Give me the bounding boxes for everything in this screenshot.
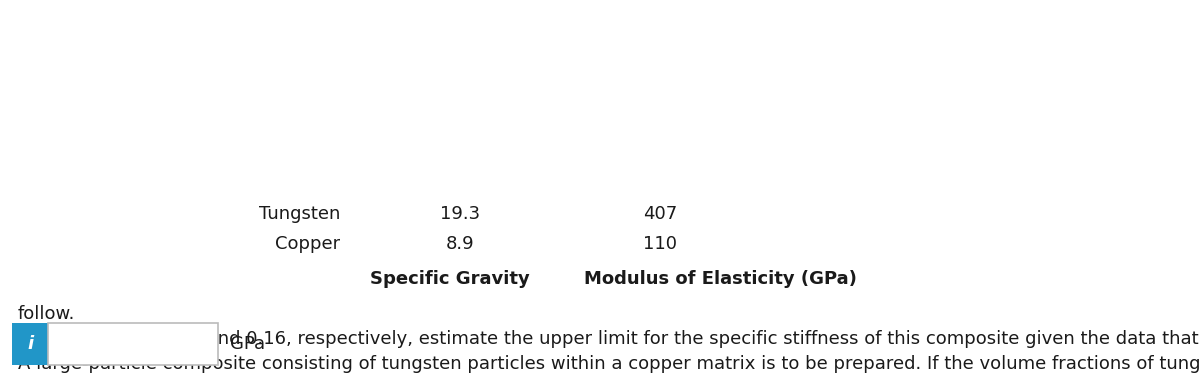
Text: Modulus of Elasticity (GPa): Modulus of Elasticity (GPa): [583, 270, 857, 288]
Text: 110: 110: [643, 235, 677, 253]
Text: Copper: Copper: [275, 235, 340, 253]
Text: 19.3: 19.3: [440, 205, 480, 223]
Text: i: i: [26, 335, 34, 353]
Text: and copper are 0.84 and 0.16, respectively, estimate the upper limit for the spe: and copper are 0.84 and 0.16, respective…: [18, 330, 1199, 348]
Text: follow.: follow.: [18, 305, 76, 323]
Bar: [12, 323, 48, 365]
Text: A large-particle composite consisting of tungsten particles within a copper matr: A large-particle composite consisting of…: [18, 355, 1200, 373]
Text: 8.9: 8.9: [445, 235, 474, 253]
Text: 407: 407: [643, 205, 677, 223]
Text: GPa: GPa: [230, 335, 265, 353]
Bar: [48, 323, 218, 365]
Text: Tungsten: Tungsten: [259, 205, 340, 223]
Text: Specific Gravity: Specific Gravity: [370, 270, 530, 288]
